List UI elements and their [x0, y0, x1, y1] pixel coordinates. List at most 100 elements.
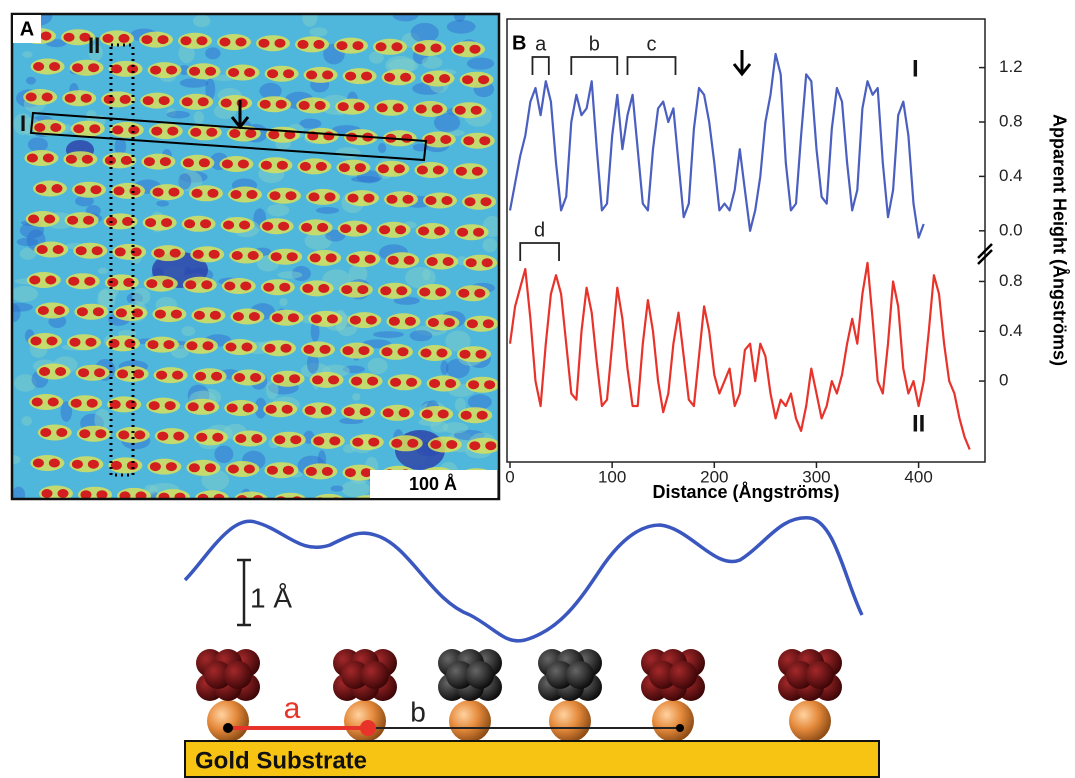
- dot: [351, 376, 363, 386]
- dot: [40, 31, 52, 41]
- dot: [393, 164, 405, 174]
- dot: [426, 257, 438, 266]
- dot: [36, 245, 48, 254]
- dot: [41, 92, 53, 102]
- dot: [443, 318, 455, 327]
- dot: [202, 341, 214, 351]
- dot: [64, 93, 76, 103]
- dot: [51, 184, 63, 193]
- dot: [186, 341, 198, 351]
- texture: [193, 15, 211, 28]
- texture: [442, 422, 469, 434]
- dot: [446, 440, 458, 449]
- dot: [343, 407, 355, 417]
- dot: [322, 70, 334, 80]
- dot: [430, 43, 442, 53]
- dot: [292, 496, 302, 498]
- dot: [265, 404, 277, 414]
- dot: [81, 154, 93, 164]
- dot: [402, 194, 414, 204]
- dot: [481, 258, 493, 268]
- dot: [42, 153, 54, 163]
- dot: [157, 431, 169, 441]
- dot: [302, 283, 314, 293]
- dot: [276, 496, 286, 498]
- texture: [368, 51, 384, 64]
- dot: [423, 74, 435, 83]
- dot: [473, 227, 485, 237]
- y-axis-label: Apparent Height (Ångströms): [1049, 114, 1069, 366]
- dot: [129, 186, 141, 196]
- dot: [165, 462, 177, 472]
- plot-frame: [506, 18, 986, 463]
- dot: [125, 399, 137, 409]
- dot: [41, 489, 53, 498]
- y-tick-label: 1.2: [999, 57, 1023, 76]
- dot: [118, 430, 130, 440]
- dot: [421, 409, 433, 419]
- dot: [338, 163, 350, 173]
- dot: [46, 336, 58, 346]
- dot: [348, 254, 360, 264]
- dot: [196, 36, 208, 46]
- dot: [326, 314, 338, 324]
- dot: [325, 253, 337, 263]
- bracket: [626, 56, 677, 75]
- dot: [349, 315, 361, 325]
- dot: [55, 367, 67, 376]
- cluster-atom: [446, 661, 474, 689]
- dot: [204, 463, 216, 473]
- dot: [469, 441, 481, 451]
- dot: [163, 340, 175, 350]
- dot: [298, 100, 310, 110]
- bracket-label: b: [589, 33, 600, 55]
- texture: [410, 22, 439, 43]
- dot: [466, 319, 478, 329]
- dot: [400, 72, 412, 82]
- dot: [263, 282, 275, 292]
- texture: [348, 263, 368, 284]
- dot: [463, 136, 475, 146]
- dot: [323, 131, 335, 141]
- gold-atom: [449, 700, 491, 742]
- arrow: [230, 100, 250, 130]
- dot: [285, 191, 297, 201]
- dot: [404, 316, 416, 326]
- dot: [418, 226, 430, 236]
- dot: [353, 102, 365, 112]
- dot: [458, 288, 470, 298]
- dot: [432, 165, 444, 175]
- dot: [191, 188, 203, 198]
- dot: [119, 94, 131, 104]
- gold-atom: [652, 700, 694, 742]
- dot: [427, 318, 439, 327]
- dot: [242, 403, 254, 413]
- dot: [88, 63, 100, 73]
- dot: [79, 32, 91, 42]
- dot: [453, 44, 465, 54]
- dot: [107, 277, 119, 287]
- dot: [74, 185, 86, 195]
- dot: [113, 186, 125, 196]
- dot: [224, 281, 236, 291]
- dot: [196, 432, 208, 442]
- dot: [68, 276, 80, 286]
- dot: [384, 72, 396, 82]
- dot: [150, 65, 162, 75]
- dot: [337, 102, 349, 112]
- dot: [154, 309, 166, 319]
- dot: [185, 280, 197, 290]
- texture: [310, 321, 320, 343]
- dot: [386, 194, 398, 204]
- dot: [45, 275, 57, 285]
- dot: [75, 246, 87, 256]
- cluster-atom: [546, 661, 574, 689]
- texture: [21, 416, 33, 426]
- dot: [32, 458, 44, 468]
- dot: [172, 370, 184, 380]
- series-line: [508, 261, 971, 450]
- dot: [368, 437, 380, 447]
- dot: [205, 66, 217, 76]
- dot: [352, 41, 364, 51]
- dot: [396, 286, 408, 296]
